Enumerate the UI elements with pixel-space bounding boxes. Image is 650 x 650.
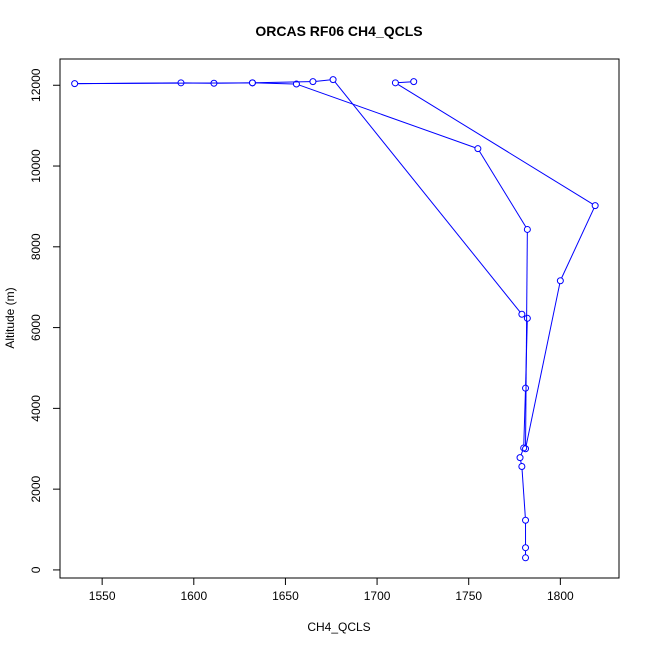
data-point (522, 516, 530, 524)
series-segment (561, 208, 595, 279)
data-point (523, 314, 531, 322)
y-tick-label: 8000 (29, 233, 43, 260)
data-point (329, 76, 337, 84)
data-point (591, 202, 599, 210)
x-axis: 1550 1600 1650 1700 1750 1800 (89, 578, 574, 603)
x-tick-label: 1650 (272, 589, 299, 603)
data-point (522, 384, 530, 392)
y-tick-label: 0 (29, 566, 43, 573)
data-point (292, 80, 300, 88)
data-point (516, 454, 524, 462)
x-tick-label: 1800 (547, 589, 574, 603)
x-tick-label: 1700 (364, 589, 391, 603)
y-axis-label: Altitude (m) (3, 287, 17, 348)
series-segment (398, 81, 411, 84)
x-tick-label: 1750 (455, 589, 482, 603)
series-segment (397, 83, 593, 205)
data-point (210, 79, 218, 87)
data-point (309, 78, 317, 86)
plot-frame (59, 58, 620, 579)
y-tick-label: 6000 (29, 314, 43, 341)
data-point (518, 463, 526, 471)
series-segment (334, 81, 521, 313)
series-segment (255, 81, 310, 84)
data-point (518, 310, 526, 318)
series-segment (77, 82, 250, 85)
y-tick-label: 2000 (29, 475, 43, 502)
data-point (522, 445, 530, 453)
data-point (522, 544, 530, 552)
y-tick-label: 12000 (29, 68, 43, 102)
data-point (177, 79, 185, 87)
x-tick-label: 1550 (89, 589, 116, 603)
chart-title: ORCAS RF06 CH4_QCLS (255, 23, 422, 39)
series-segment (520, 460, 522, 464)
x-tick-label: 1600 (180, 589, 207, 603)
data-point (391, 79, 399, 87)
series-segment (315, 79, 331, 82)
series-segment (521, 469, 526, 518)
y-tick-label: 10000 (29, 149, 43, 183)
data-point (474, 145, 482, 153)
data-point (556, 277, 564, 285)
series-segment (520, 450, 524, 456)
series-segment (525, 283, 561, 446)
data-point (248, 79, 256, 87)
data-point (523, 225, 531, 233)
y-axis: 0 2000 4000 6000 8000 10000 12000 (29, 68, 60, 573)
data-point (410, 78, 418, 86)
series-segment (479, 150, 527, 228)
x-axis-label: CH4_QCLS (307, 620, 370, 634)
series-segment (523, 391, 526, 445)
data-point (522, 554, 530, 562)
plot-series (71, 76, 599, 562)
series-segment (255, 82, 294, 85)
y-tick-label: 4000 (29, 395, 43, 422)
data-point (71, 80, 79, 88)
series-segment (525, 232, 528, 446)
series-segment (299, 84, 476, 149)
